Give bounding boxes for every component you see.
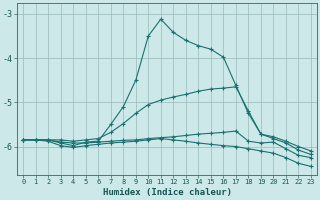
X-axis label: Humidex (Indice chaleur): Humidex (Indice chaleur) <box>103 188 232 197</box>
